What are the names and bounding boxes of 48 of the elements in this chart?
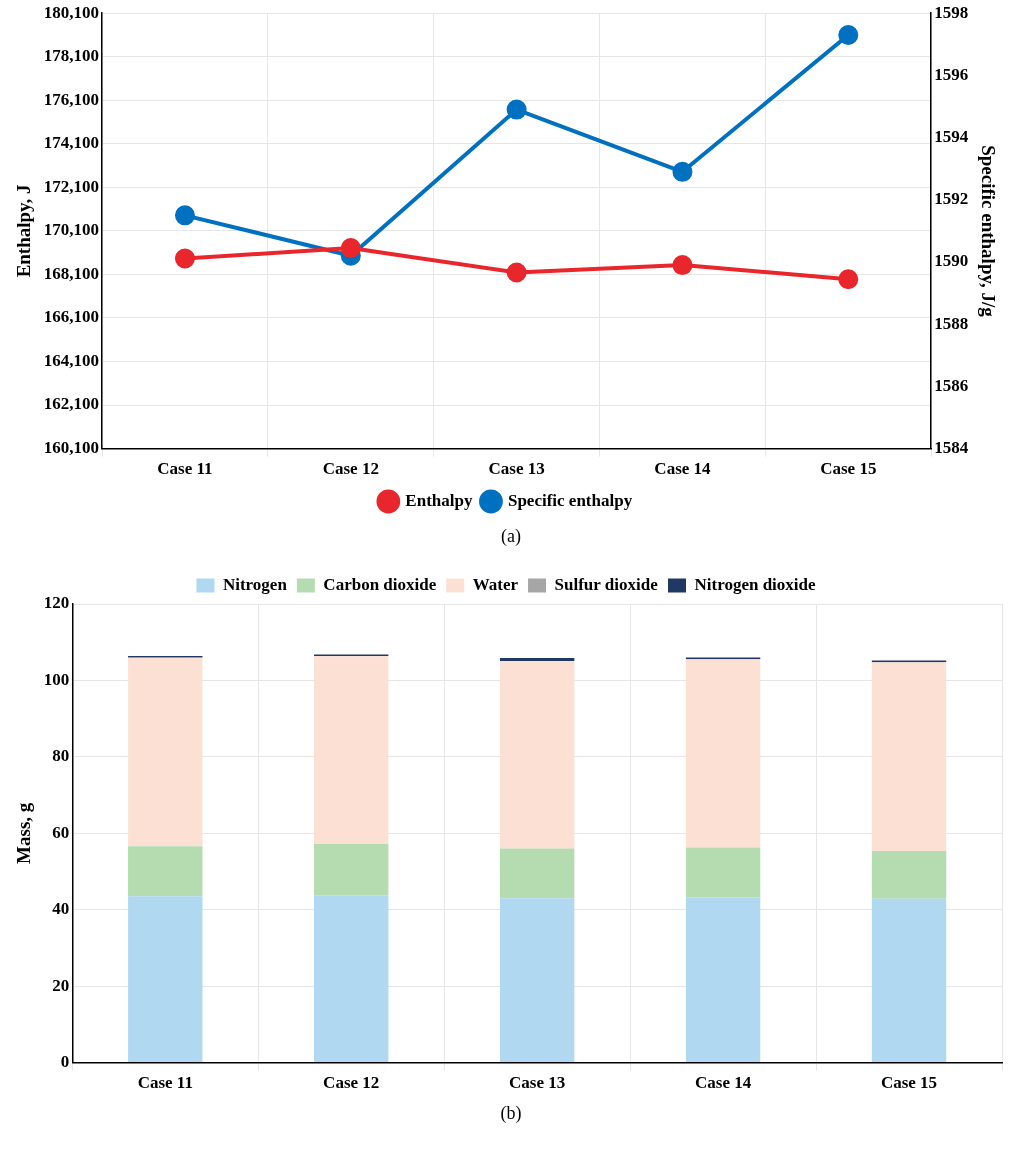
- x-tick-label: Case 15: [820, 459, 877, 479]
- y2-tick-label: 1594: [934, 126, 969, 146]
- x-tick-label: Case 14: [694, 1073, 752, 1093]
- y2-tick-label: 1592: [934, 189, 969, 209]
- legend-label: Nitrogen dioxide: [694, 574, 816, 594]
- y-axis-title: Mass, g: [13, 802, 35, 864]
- legend-label: Nitrogen: [222, 574, 288, 594]
- y2-tick-label: 1590: [934, 251, 969, 271]
- y-tick-label: 20: [52, 975, 70, 995]
- y-tick-label: 168,100: [43, 263, 100, 283]
- y2-axis-title: Specific enthalpy, J/g: [977, 145, 999, 318]
- y-tick-label: 162,100: [43, 394, 100, 414]
- y2-tick-label: 1598: [934, 2, 969, 22]
- y2-tick-label: 1596: [934, 64, 969, 84]
- y-tick-label: 176,100: [43, 89, 100, 109]
- legend-label: Carbon dioxide: [323, 574, 437, 594]
- y-tick-label: 40: [52, 899, 70, 919]
- x-tick-label: Case 11: [137, 1073, 193, 1093]
- x-tick-label: Case 12: [322, 459, 379, 479]
- y-tick-label: 0: [60, 1051, 70, 1071]
- y-tick-label: 160,100: [43, 437, 100, 457]
- y-tick-label: 166,100: [43, 307, 100, 327]
- y-tick-label: 100: [43, 669, 70, 689]
- x-tick-label: Case 13: [509, 1073, 566, 1093]
- legend-label: Enthalpy: [405, 490, 473, 510]
- legend-label: Water: [472, 574, 519, 594]
- y-tick-label: 164,100: [43, 350, 100, 370]
- y-tick-label: 60: [52, 822, 70, 842]
- x-tick-label: Case 13: [488, 459, 545, 479]
- y-tick-label: 172,100: [43, 176, 100, 196]
- y-tick-label: 80: [52, 746, 70, 766]
- y2-tick-label: 1588: [934, 313, 969, 333]
- x-tick-label: Case 12: [323, 1073, 380, 1093]
- text: (b): [499, 1103, 523, 1124]
- legend-label: Sulfur dioxide: [554, 574, 659, 594]
- y2-tick-label: 1584: [934, 437, 969, 457]
- y-axis-title: Enthalpy, J: [13, 184, 35, 278]
- y-tick-label: 120: [43, 593, 70, 613]
- x-tick-label: Case 11: [157, 459, 213, 479]
- legend-label: Specific enthalpy: [507, 490, 633, 510]
- y-tick-label: 170,100: [43, 220, 100, 240]
- x-tick-label: Case 15: [880, 1073, 938, 1093]
- text: (a): [500, 526, 522, 547]
- y2-tick-label: 1586: [934, 375, 969, 395]
- y-tick-label: 174,100: [43, 133, 100, 153]
- y-tick-label: 180,100: [43, 2, 100, 22]
- y-tick-label: 178,100: [43, 46, 100, 66]
- x-tick-label: Case 14: [654, 459, 712, 479]
